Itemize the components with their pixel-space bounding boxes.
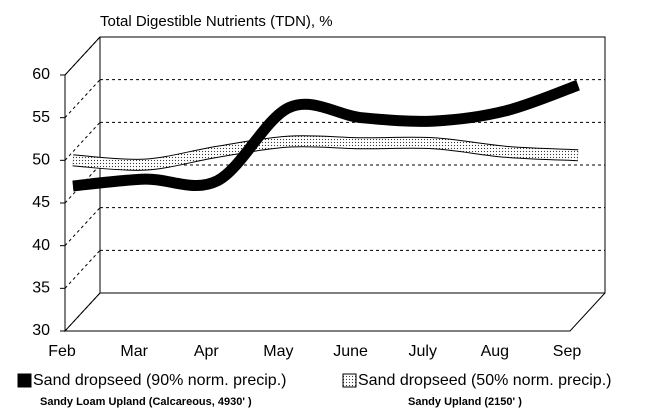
y-tick-label: 60: [32, 66, 50, 83]
x-tick-label: Mar: [120, 343, 148, 360]
chart-title: Total Digestible Nutrients (TDN), %: [100, 13, 333, 30]
legend-swatch: [17, 373, 32, 388]
legend-swatch: [342, 373, 357, 388]
x-tick-label: Feb: [48, 343, 76, 360]
grid-diagonal: [64, 79, 101, 119]
x-tick-label: May: [263, 343, 293, 360]
series-ribbon-fill: [72, 80, 580, 191]
y-tick-label: 35: [32, 280, 50, 297]
y-tick-label: 55: [32, 109, 50, 126]
legend-label: Sand dropseed (50% norm. precip.): [358, 372, 611, 389]
grid-diagonal: [64, 249, 101, 289]
x-tick-label: July: [408, 343, 436, 360]
floor: [65, 292, 606, 332]
x-tick-label: June: [333, 343, 368, 360]
x-tick-label: Aug: [481, 343, 509, 360]
y-tick-label: 50: [32, 152, 50, 169]
series-ribbon-fill: [72, 136, 579, 170]
x-tick-label: Sep: [553, 343, 582, 360]
y-tick-label: 40: [32, 237, 50, 254]
y-tick-label: 45: [32, 194, 50, 211]
y-tick-label: 30: [32, 322, 50, 339]
grid-diagonal: [64, 207, 101, 247]
x-tick-label: Apr: [194, 343, 220, 360]
legend-label: Sand dropseed (90% norm. precip.): [33, 372, 286, 389]
grid-diagonal: [64, 121, 101, 161]
legend-subtitle: Sandy Upland (2150' ): [408, 396, 522, 408]
grid-diagonal: [64, 292, 101, 332]
grid-diagonal: [64, 36, 101, 76]
legend-subtitle: Sandy Loam Upland (Calcareous, 4930' ): [40, 396, 252, 408]
series-ribbon: [72, 80, 580, 192]
